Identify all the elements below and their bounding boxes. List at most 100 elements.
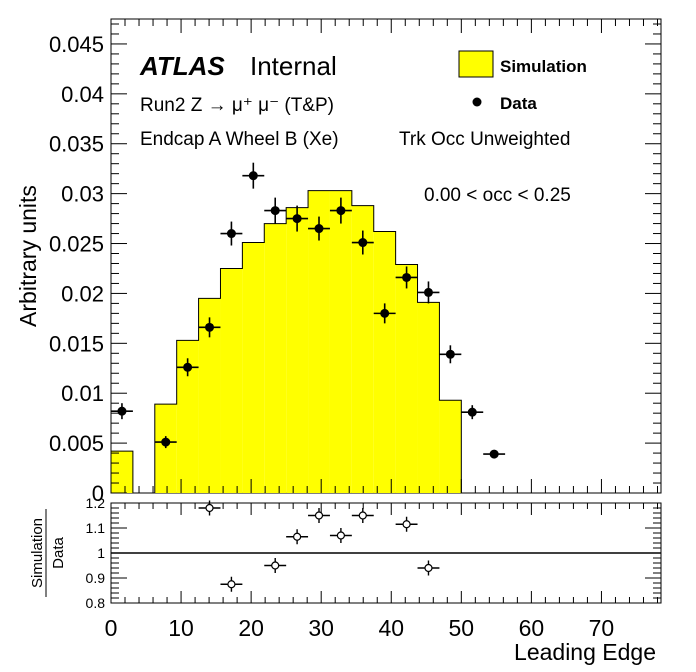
ratio-y-tick-label: 1.1 (86, 520, 106, 536)
simulation-bin-14 (417, 302, 440, 493)
legend-simulation-label: Simulation (500, 57, 587, 76)
simulation-bin-6 (242, 242, 265, 493)
main-y-tick-label: 0.045 (49, 32, 104, 57)
data-point-10 (351, 230, 374, 255)
main-panel: 0 0.005 0.01 0.015 0.02 0.025 0.03 0.035 0.04 0.0… (15, 18, 662, 506)
ratio-marker (227, 580, 236, 589)
ratio-marker (424, 563, 433, 573)
ratio-point-4 (308, 508, 330, 523)
ratio-x-axis-ticks: 0 10 20 30 40 50 60 70 (105, 503, 658, 641)
simulation-bin-5 (220, 268, 243, 493)
simulation-bin-3 (176, 340, 199, 493)
data-point-15 (461, 405, 484, 420)
data-point-2 (176, 358, 199, 377)
main-y-tick-label: 0.01 (61, 381, 104, 406)
main-y-tick-label: 0.025 (49, 232, 104, 257)
x-tick-label: 20 (238, 615, 264, 641)
region-label: Endcap A Wheel B (Xe) (140, 129, 339, 150)
data-marker (445, 349, 455, 359)
atlas-label: ATLAS (139, 51, 225, 81)
ratio-point-0 (198, 500, 221, 516)
data-point-11 (373, 303, 396, 324)
data-points (111, 162, 506, 459)
ratio-y-tick-label: 1 (97, 545, 105, 561)
ratio-points (198, 500, 440, 592)
data-point-0 (111, 403, 133, 420)
ratio-panel: 0.8 0.9 1 1.1 1.2 0 10 20 30 40 50 60 70 Simulation… (29, 495, 662, 665)
x-tick-label: 40 (378, 615, 404, 641)
data-marker (226, 229, 236, 239)
ratio-marker (402, 520, 411, 529)
data-marker (248, 171, 258, 181)
simulation-bin-11 (351, 205, 374, 493)
main-x-axis-ticks (110, 19, 658, 493)
simulation-bin-2 (154, 404, 177, 493)
ratio-y-label-numerator: Simulation (29, 518, 46, 588)
ratio-point-1 (220, 576, 243, 592)
ratio-y-label-denominator: Data (50, 537, 67, 569)
data-point-5 (242, 162, 265, 189)
simulation-bin-10 (329, 190, 352, 494)
x-tick-label: 60 (519, 615, 545, 641)
process-label: Run2 Z → μ⁺ μ⁻ (T&P) (140, 95, 334, 116)
x-tick-label: 70 (589, 615, 615, 641)
x-axis-label: Leading Edge (514, 639, 656, 665)
data-point-13 (417, 281, 440, 304)
data-point-3 (198, 317, 221, 338)
ratio-marker (293, 532, 302, 541)
data-point-12 (395, 266, 418, 289)
simulation-bin-9 (308, 190, 330, 494)
ratio-point-6 (351, 508, 374, 523)
main-y-axis-label: Arbitrary units (15, 185, 41, 327)
simulation-bin-7 (264, 223, 287, 493)
data-marker (117, 406, 127, 416)
data-marker (336, 206, 346, 216)
data-marker (380, 308, 390, 318)
ratio-marker (314, 511, 324, 520)
data-point-9 (329, 197, 352, 224)
main-y-tick-label: 0.03 (61, 182, 104, 207)
ratio-marker (358, 511, 367, 520)
internal-label: Internal (250, 51, 337, 81)
simulation-bin-15 (439, 400, 462, 493)
legend-simulation-swatch (458, 50, 494, 78)
legend-data-label: Data (500, 94, 537, 113)
simulation-bin-12 (373, 231, 396, 493)
main-y-axis-ticks: 0 0.005 0.01 0.015 0.02 0.025 0.03 0.035 0.04 0.0… (49, 23, 661, 506)
occupancy-range-label: 0.00 < occ < 0.25 (424, 185, 571, 206)
simulation-bin-4 (198, 298, 221, 493)
data-marker (358, 238, 368, 248)
simulation-bin-8 (286, 207, 309, 493)
main-y-tick-label: 0 (92, 481, 104, 506)
data-marker (423, 287, 433, 297)
ratio-y-tick-label: 0.8 (86, 595, 106, 611)
ratio-y-tick-label: 0.9 (86, 570, 106, 586)
simulation-outline (110, 190, 462, 494)
main-y-tick-label: 0.015 (49, 331, 104, 356)
main-y-tick-label: 0.04 (61, 82, 104, 107)
data-point-14 (439, 345, 462, 364)
simulation-histogram (110, 190, 462, 494)
main-y-tick-label: 0.035 (49, 132, 104, 157)
data-point-7 (286, 205, 309, 232)
data-point-8 (308, 216, 330, 241)
main-y-tick-label: 0.02 (61, 281, 104, 306)
x-tick-label: 10 (168, 615, 194, 641)
ratio-y-tick-label: 1.2 (86, 495, 106, 511)
ratio-point-5 (329, 528, 352, 543)
ratio-point-7 (395, 516, 418, 532)
ratio-point-8 (417, 560, 440, 576)
ratio-point-2 (264, 558, 287, 573)
ratio-marker (205, 503, 214, 513)
data-marker (205, 322, 215, 332)
ratio-marker (336, 531, 345, 540)
data-point-4 (220, 221, 243, 246)
weighting-label: Trk Occ Unweighted (399, 129, 570, 150)
x-tick-label: 30 (308, 615, 334, 641)
data-point-1 (154, 436, 177, 449)
simulation-bin-13 (395, 264, 418, 493)
data-marker (270, 206, 280, 216)
data-marker (489, 449, 499, 459)
data-point-16 (483, 449, 506, 459)
